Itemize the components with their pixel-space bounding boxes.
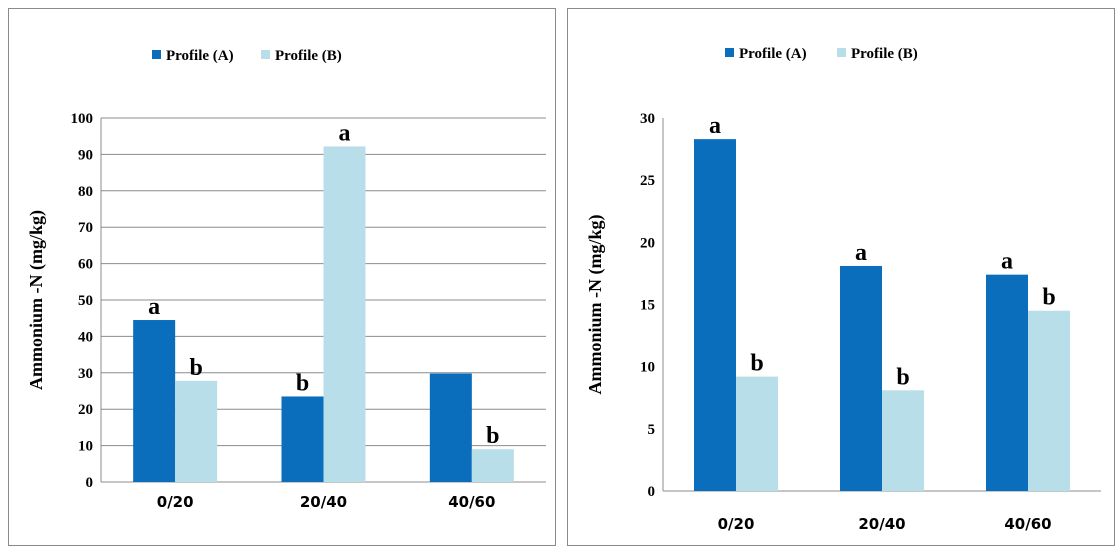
y-tick-label: 10 (78, 439, 93, 455)
y-tick-label: 30 (640, 111, 655, 127)
y-tick-label: 100 (71, 111, 94, 127)
y-tick-label: 10 (640, 360, 655, 376)
y-tick-label: 20 (78, 402, 93, 418)
significance-label: b (896, 364, 909, 390)
y-tick-label: 0 (648, 484, 656, 500)
y-tick-label: 50 (78, 293, 93, 309)
y-tick-label: 25 (640, 173, 655, 189)
right-chart-panel: 0 5 10 15 20 25 30 a b 0/20 a b 20/40 a b 40/60 Ammonium… (567, 8, 1115, 546)
x-tick-label: 0/20 (157, 493, 194, 511)
ammonium-chart-right: 0 5 10 15 20 25 30 a b 0/20 a b 20/40 a b 40/60 Ammonium… (585, 46, 1101, 533)
legend-label: Profile (B) (851, 46, 918, 62)
bar (429, 373, 472, 482)
significance-label: b (750, 351, 763, 377)
y-tick-label: 20 (640, 235, 655, 251)
y-tick-label: 15 (640, 298, 655, 314)
significance-label: a (709, 113, 721, 139)
bar (736, 376, 778, 491)
legend-label: Profile (A) (739, 46, 807, 62)
legend-label: Profile (B) (275, 48, 342, 64)
legend-swatch (837, 48, 846, 57)
significance-label: b (1042, 285, 1055, 311)
legend-swatch (261, 50, 270, 59)
y-tick-label: 30 (78, 366, 93, 382)
significance-label: b (486, 423, 499, 449)
legend-swatch (725, 48, 734, 57)
left-chart-panel: 0 10 20 30 40 50 60 70 80 90 100 a b 0/20 b a 20/40 b 40/6… (8, 8, 556, 546)
ammonium-chart-left: 0 10 20 30 40 50 60 70 80 90 100 a b 0/20 b a 20/40 b 40/6… (26, 48, 546, 511)
bar (986, 274, 1028, 491)
x-tick-label: 40/60 (448, 493, 495, 511)
bar (471, 449, 514, 482)
bar (694, 139, 736, 492)
bar (323, 146, 366, 482)
x-tick-label: 20/40 (300, 493, 347, 511)
significance-label: a (339, 120, 351, 146)
significance-label: b (189, 355, 202, 381)
y-tick-label: 5 (648, 422, 656, 438)
bar (840, 265, 882, 491)
legend-swatch (152, 50, 161, 59)
y-axis-title: Ammonium -N (mg/kg) (585, 215, 606, 395)
significance-label: a (148, 294, 160, 320)
x-tick-label: 20/40 (858, 515, 905, 533)
y-tick-label: 90 (78, 147, 93, 163)
significance-label: a (1001, 249, 1013, 275)
bar (175, 380, 218, 482)
y-tick-label: 70 (78, 220, 93, 236)
y-tick-label: 80 (78, 184, 93, 200)
x-tick-label: 0/20 (718, 515, 755, 533)
bar (1028, 310, 1070, 491)
significance-label: b (296, 370, 309, 396)
legend-label: Profile (A) (166, 48, 234, 64)
bar (882, 390, 924, 491)
x-tick-label: 40/60 (1004, 515, 1051, 533)
bar (281, 396, 324, 482)
y-tick-label: 0 (86, 475, 94, 491)
y-axis-title: Ammonium -N (mg/kg) (26, 210, 47, 390)
y-tick-label: 60 (78, 257, 93, 273)
bar (133, 320, 176, 482)
significance-label: a (855, 240, 867, 266)
y-tick-label: 40 (78, 329, 93, 345)
